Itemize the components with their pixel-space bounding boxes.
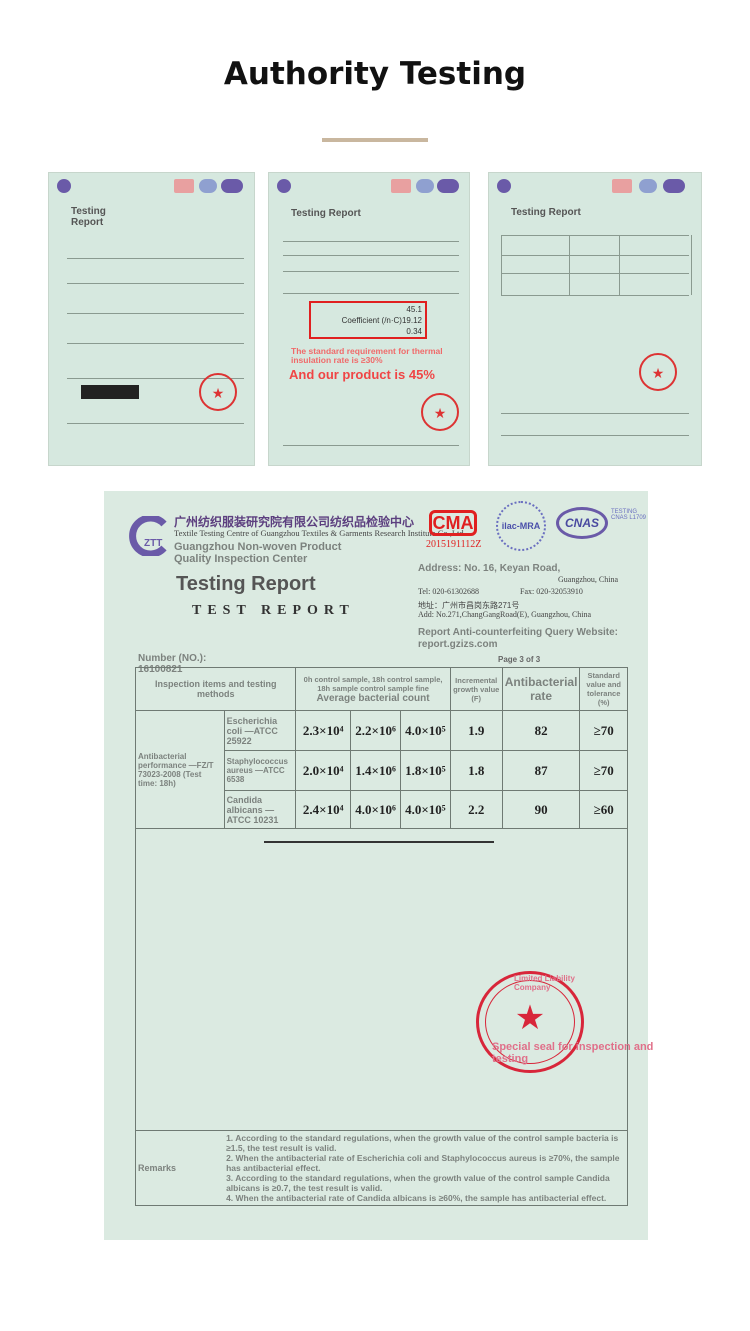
header-items: Inspection items and testing methods [134, 667, 297, 711]
highlight-box: 45.1 Coefficient (/n·C)19.12 0.34 [309, 301, 427, 339]
ztt-logo-icon [57, 179, 71, 193]
cnas-logo-icon [437, 179, 459, 193]
report-subtitle: TEST REPORT [192, 603, 355, 618]
thumbnail-title: Testing Report [291, 208, 361, 219]
address-tail: Guangzhou, China [558, 575, 618, 584]
report-title: Testing Report [176, 573, 316, 595]
center-name: Guangzhou Non-woven Product Quality Insp… [174, 541, 342, 565]
standard-note: The standard requirement for thermal ins… [291, 346, 443, 365]
tel: Tel: 020-61302688 [418, 587, 479, 596]
report-thumbnail-1[interactable]: Testing Report [48, 172, 255, 466]
ilac-logo-icon [199, 179, 217, 193]
remarks-label: Remarks [135, 1130, 225, 1206]
testing-report-document: ZTT 广州纺织服装研究院有限公司纺织品检验中心 Textile Testing… [104, 491, 653, 1240]
cma-logo-icon [174, 179, 194, 193]
cnas-logo-icon: CNAS [556, 507, 608, 539]
thumbnail-title: Testing Report [71, 206, 106, 228]
remark-1: 1. According to the standard regulations… [226, 1133, 619, 1153]
seal-icon [421, 393, 459, 431]
header-rate: Antibacterial rate [501, 667, 581, 711]
ilac-logo-icon [639, 179, 657, 193]
redacted-block [81, 385, 139, 399]
header-growth: Incremental growth value (F) [449, 667, 503, 711]
report-thumbnail-3[interactable]: Testing Report [488, 172, 702, 466]
svg-text:ZTT: ZTT [144, 538, 162, 549]
product-note: And our product is 45% [289, 367, 435, 382]
remark-2: 2. When the antibacterial rate of Escher… [226, 1153, 620, 1173]
results-table: Inspection items and testing methods 0h … [134, 667, 629, 1206]
ztt-logo-icon: ZTT [129, 516, 167, 556]
header-standard: Standard value and tolerance (%) [579, 667, 628, 711]
official-seal-icon: ★ [476, 971, 584, 1073]
ilac-logo-icon [416, 179, 434, 193]
cnas-logo-icon [663, 179, 685, 193]
table-header-row: Inspection items and testing methods 0h … [134, 667, 628, 711]
table-row: Antibacterial performance —FZ/T 73023-20… [135, 710, 628, 829]
cma-logo-icon: CMA [429, 510, 477, 536]
org-name-cn: 广州纺织服装研究院有限公司纺织品检验中心 [174, 515, 415, 529]
seal-label: Limited Liability Company [514, 974, 575, 992]
title-divider [322, 138, 428, 142]
ilac-mra-logo-icon: ilac-MRA [496, 501, 546, 551]
seal-icon [639, 353, 677, 391]
remark-4: 4. When the antibacterial rate of Candid… [226, 1193, 607, 1203]
remarks-row: Remarks 1. According to the standard reg… [135, 1130, 629, 1206]
ztt-logo-icon [277, 179, 291, 193]
cma-number: 2015191112Z [426, 539, 482, 550]
group-cell: Antibacterial performance —FZ/T 73023-20… [135, 710, 225, 829]
cma-logo-icon [612, 179, 632, 193]
address-en: Add: No.271,ChangGangRoad(E), Guangzhou,… [418, 610, 592, 619]
cma-logo-icon [391, 179, 411, 193]
end-line [264, 841, 494, 843]
report-thumbnail-2[interactable]: Testing Report 45.1 Coefficient (/n·C)19… [268, 172, 470, 466]
cnas-number: TESTING CNAS L1709 [611, 509, 647, 521]
address-cn: 地址：广州市昌岗东路271号 [418, 601, 520, 610]
thumbnail-title: Testing Report [511, 207, 581, 218]
ztt-logo-icon [497, 179, 511, 193]
cnas-logo-icon [221, 179, 243, 193]
address-overlay: Address: No. 16, Keyan Road, [418, 563, 561, 574]
page-title: Authority Testing [223, 56, 527, 92]
page-indicator: Page 3 of 3 [498, 655, 541, 664]
header-counts: 0h control sample, 18h control sample, 1… [295, 667, 451, 711]
org-name-en: Textile Testing Centre of Guangzhou Text… [174, 528, 464, 538]
query-website: Report Anti-counterfeiting Query Website… [418, 627, 619, 650]
remark-3: 3. According to the standard regulations… [226, 1173, 610, 1193]
fax: Fax: 020-32053910 [520, 587, 583, 596]
seal-icon [199, 373, 237, 411]
seal-note: Special seal for inspection and testing [492, 1041, 654, 1065]
